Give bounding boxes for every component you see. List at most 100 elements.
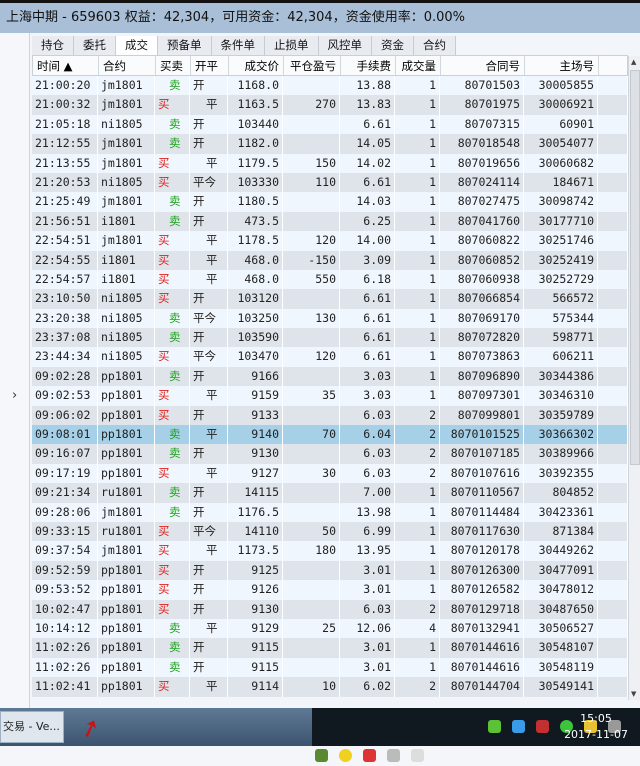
table-row[interactable]: 21:12:55 jm1801 卖开 1182.0 14.05 1 807018548 300… [32, 134, 628, 154]
cell-contract: jm1801 [98, 76, 155, 96]
red-arrow-logo-icon[interactable]: ➚ [75, 711, 105, 745]
tab-7[interactable]: 资金 [372, 36, 414, 55]
cell-empty [598, 463, 628, 484]
cell-empty [598, 618, 628, 639]
wechat-icon[interactable] [560, 720, 574, 733]
cell-side: 买 [155, 541, 190, 561]
network-icon[interactable] [387, 749, 401, 762]
cell-open-close: 平今 [190, 172, 228, 193]
column-header[interactable]: 开平 [191, 56, 229, 75]
tab-3[interactable]: 预备单 [158, 36, 212, 55]
cell-volume: 1 [395, 269, 440, 290]
tab-1[interactable]: 委托 [74, 36, 116, 55]
scroll-down-icon[interactable]: ▼ [631, 690, 637, 698]
nvidia-icon[interactable] [315, 749, 328, 762]
table-row[interactable]: 09:52:59 pp1801 买开 9125 3.01 1 8070126300 30477… [32, 560, 628, 581]
cell-contract-no: 807060852 [440, 250, 524, 270]
table-row[interactable]: 11:02:26 pp1801 卖开 9115 3.01 1 8070144616 30548… [32, 638, 628, 658]
security-icon[interactable] [339, 749, 353, 762]
chevron-right-icon[interactable]: › [12, 388, 18, 403]
scroll-up-icon[interactable]: ▲ [631, 58, 637, 66]
cell-contract-no: 8070110567 [440, 483, 524, 503]
table-row[interactable]: 21:00:20 jm1801 卖开 1168.0 13.88 1 80701503 3000… [32, 76, 628, 96]
column-header[interactable]: 手续费 [341, 56, 396, 75]
cloud-icon[interactable] [512, 720, 526, 733]
tab-8[interactable]: 合约 [414, 36, 456, 55]
vertical-scrollbar[interactable]: ▲ ▼ [628, 56, 640, 700]
table-row[interactable]: 09:16:07 pp1801 卖开 9130 6.03 2 8070107185 30389… [32, 444, 628, 464]
scroll-thumb[interactable] [630, 70, 640, 465]
table-row[interactable]: 21:25:49 jm1801 卖开 1180.5 14.03 1 807027475 300… [32, 192, 628, 212]
tab-2[interactable]: 成交 [116, 36, 158, 56]
column-header[interactable]: 合同号 [441, 56, 525, 75]
cell-close-pnl: -150 [283, 250, 340, 270]
cell-exchange-no: 30366302 [524, 425, 598, 445]
column-header[interactable]: 买卖 [156, 56, 191, 75]
cell-exchange-no: 30006921 [524, 95, 598, 115]
table-row[interactable]: 09:28:06 jm1801 卖开 1176.5 13.98 1 8070114484 30… [32, 502, 628, 522]
cell-contract: pp1801 [98, 580, 155, 600]
qq-icon[interactable] [584, 720, 598, 733]
table-row[interactable]: 22:54:51 jm1801 买平 1178.5 120 14.00 1 807060822… [32, 231, 628, 251]
table-row[interactable]: 09:08:01 pp1801 卖平 9140 70 6.04 2 8070101525 303… [32, 425, 628, 445]
table-row[interactable]: 09:21:34 ru1801 卖开 14115 7.00 1 8070110567 8048… [32, 483, 628, 503]
tab-6[interactable]: 风控单 [318, 36, 372, 55]
table-row[interactable]: 23:10:50 ni1805 买开 103120 6.61 1 807066854 5665… [32, 289, 628, 309]
column-header[interactable]: 平仓盈亏 [284, 56, 341, 75]
column-header[interactable]: 合约 [99, 56, 156, 75]
table-row[interactable]: 21:13:55 jm1801 买平 1179.5 150 14.02 1 807019656… [32, 153, 628, 173]
cell-time: 23:37:08 [32, 328, 98, 348]
table-row[interactable]: 11:02:41 pp1801 买平 9114 10 6.02 2 8070144704 305… [32, 677, 628, 697]
cell-price: 9140 [228, 425, 283, 445]
cell-price: 473.5 [228, 211, 283, 232]
column-header[interactable]: 成交价 [229, 56, 284, 75]
table-row[interactable]: 09:17:19 pp1801 买平 9127 30 6.03 2 8070107616 303… [32, 463, 628, 484]
table-row[interactable]: 09:33:15 ru1801 买平今 14110 50 6.99 1 8070117630 8… [32, 521, 628, 542]
cell-close-pnl [283, 657, 340, 678]
table-row[interactable]: 10:14:12 pp1801 卖平 9129 25 12.06 4 8070132941 30… [32, 618, 628, 639]
cell-contract: i1801 [98, 250, 155, 270]
table-row[interactable]: 21:00:32 jm1801 买平 1163.5 270 13.83 1 80701975 3… [32, 95, 628, 115]
column-header[interactable]: 主场号 [525, 56, 599, 75]
wps-icon[interactable] [536, 720, 550, 733]
table-row[interactable]: 09:02:28 pp1801 卖开 9166 3.03 1 807096890 303443… [32, 366, 628, 387]
volume-icon[interactable] [411, 749, 425, 762]
table-row[interactable]: 22:54:55 i1801 买平 468.0 -150 3.09 1 807060852 30… [32, 250, 628, 270]
action-center-icon[interactable] [363, 749, 377, 762]
cell-empty [598, 366, 628, 387]
side-collapse-bar[interactable]: › [0, 33, 30, 708]
cell-fee: 6.03 [340, 463, 395, 484]
tab-4[interactable]: 条件单 [211, 36, 265, 55]
tab-0[interactable]: 持仓 [32, 36, 74, 55]
clock[interactable]: 15:05 2017-11-07 [564, 711, 628, 743]
cell-time: 22:54:51 [32, 231, 98, 251]
cell-contract: pp1801 [98, 657, 155, 678]
table-row[interactable]: 22:54:57 i1801 买平 468.0 550 6.18 1 807060938 302… [32, 269, 628, 290]
table-row[interactable]: 10:02:47 pp1801 买开 9130 6.03 2 8070129718 30487… [32, 599, 628, 619]
table-row[interactable]: 23:44:34 ni1805 买平今 103470 120 6.61 1 807073863… [32, 347, 628, 367]
column-header[interactable]: 成交量 [396, 56, 441, 75]
table-row[interactable]: 09:53:52 pp1801 买开 9126 3.01 1 8070126582 30478… [32, 580, 628, 600]
tab-5[interactable]: 止损单 [265, 36, 319, 55]
table-row[interactable]: 21:56:51 i1801 卖开 473.5 6.25 1 807041760 301777… [32, 211, 628, 232]
table-row[interactable]: 09:06:02 pp1801 买开 9133 6.03 2 807099801 303597… [32, 405, 628, 426]
column-header[interactable]: 时间 ▲ [33, 56, 99, 75]
table-row[interactable]: 09:37:54 jm1801 买平 1173.5 180 13.95 1 807012017… [32, 541, 628, 561]
cell-contract: jm1801 [98, 95, 155, 115]
table-row[interactable]: 21:20:53 ni1805 买平今 103330 110 6.61 1 807024114… [32, 172, 628, 193]
cell-open-close: 平今 [190, 521, 228, 542]
cell-volume: 1 [395, 347, 440, 367]
cell-contract-no: 8070126300 [440, 560, 524, 581]
taskbar-app-button[interactable]: 交易 - Ve... [0, 711, 64, 743]
table-row[interactable]: 23:37:08 ni1805 卖开 103590 6.61 1 807072820 5987… [32, 328, 628, 348]
cell-time: 23:20:38 [32, 308, 98, 329]
table-row[interactable]: 23:20:38 ni1805 卖平今 103250 130 6.61 1 807069170… [32, 308, 628, 329]
table-row[interactable]: 11:02:26 pp1801 卖开 9115 3.01 1 8070144616 30548… [32, 657, 628, 678]
table-row[interactable]: 09:02:53 pp1801 买平 9159 35 3.03 1 807097301 3034… [32, 386, 628, 406]
table-row[interactable]: 21:05:18 ni1805 卖开 103440 6.61 1 80707315 60901 [32, 114, 628, 135]
browser-icon[interactable] [488, 720, 501, 733]
cell-side: 买 [155, 405, 190, 426]
cell-contract: ru1801 [98, 483, 155, 503]
satellite-icon[interactable] [608, 720, 622, 733]
cell-volume: 4 [395, 618, 440, 639]
